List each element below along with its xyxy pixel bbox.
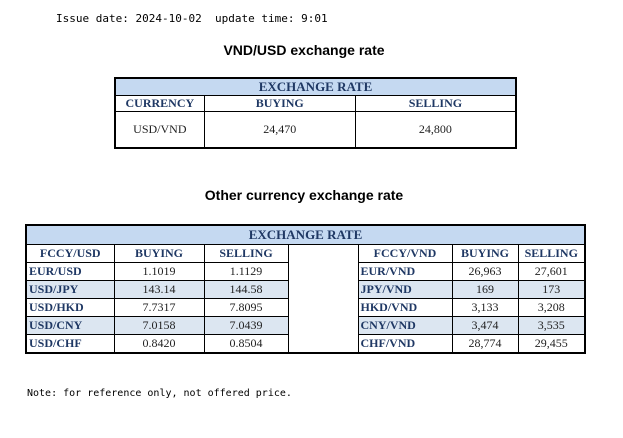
spacer <box>287 334 359 353</box>
cell-left-selling: 144.58 <box>203 280 289 299</box>
cell-left-selling: 7.8095 <box>203 298 289 317</box>
issue-date: Issue date: 2024-10-02 <box>56 12 202 25</box>
header-fccy-vnd: FCCY/VND <box>357 244 453 263</box>
cell-right-pair: CHF/VND <box>357 334 453 354</box>
header-buying-right: BUYING <box>451 244 519 263</box>
table-row: USD/VND 24,470 24,800 <box>114 111 517 149</box>
spacer <box>287 316 359 335</box>
cell-left-pair: USD/JPY <box>25 280 115 299</box>
cell-left-selling: 7.0439 <box>203 316 289 335</box>
header-buying-left: BUYING <box>113 244 205 263</box>
cell-left-buying: 7.7317 <box>113 298 205 317</box>
table-row: USD/CHF 0.8420 0.8504 CHF/VND 28,774 29,455 <box>25 334 586 354</box>
cell-right-buying: 26,963 <box>451 262 519 281</box>
cell-right-pair: CNY/VND <box>357 316 453 335</box>
table-row: USD/JPY 143.14 144.58 JPY/VND 169 173 <box>25 280 586 299</box>
cell-currency: USD/VND <box>114 111 205 149</box>
cell-right-pair: JPY/VND <box>357 280 453 299</box>
header-currency: CURRENCY <box>114 95 205 112</box>
vnd-usd-table: EXCHANGE RATE CURRENCY BUYING SELLING US… <box>114 77 517 149</box>
cell-right-selling: 27,601 <box>517 262 586 281</box>
cell-left-buying: 1.1019 <box>113 262 205 281</box>
cell-left-pair: USD/CHF <box>25 334 115 354</box>
header-selling: SELLING <box>354 95 517 112</box>
cell-left-pair: EUR/USD <box>25 262 115 281</box>
table-row: USD/CNY 7.0158 7.0439 CNY/VND 3,474 3,535 <box>25 316 586 335</box>
other-currency-table: EXCHANGE RATE FCCY/USD BUYING SELLING FC… <box>25 224 586 354</box>
header-selling-right: SELLING <box>517 244 586 263</box>
section1-title: VND/USD exchange rate <box>223 42 385 58</box>
spacer <box>287 262 359 281</box>
cell-right-selling: 3,208 <box>517 298 586 317</box>
cell-left-pair: USD/CNY <box>25 316 115 335</box>
table-row: EUR/USD 1.1019 1.1129 EUR/VND 26,963 27,601 <box>25 262 586 281</box>
cell-right-buying: 28,774 <box>451 334 519 354</box>
header-selling-left: SELLING <box>203 244 289 263</box>
cell-buying: 24,470 <box>203 111 356 149</box>
table1-band: EXCHANGE RATE <box>114 77 517 96</box>
cell-right-buying: 169 <box>451 280 519 299</box>
cell-right-pair: EUR/VND <box>357 262 453 281</box>
table2-band: EXCHANGE RATE <box>25 224 586 245</box>
update-time: update time: 9:01 <box>215 12 328 25</box>
cell-right-pair: HKD/VND <box>357 298 453 317</box>
cell-right-selling: 173 <box>517 280 586 299</box>
spacer <box>287 280 359 299</box>
header-fccy-usd: FCCY/USD <box>25 244 115 263</box>
reference-note: Note: for reference only, not offered pr… <box>27 388 292 399</box>
table-row: USD/HKD 7.7317 7.8095 HKD/VND 3,133 3,208 <box>25 298 586 317</box>
header-buying: BUYING <box>203 95 356 112</box>
cell-right-selling: 3,535 <box>517 316 586 335</box>
cell-right-buying: 3,474 <box>451 316 519 335</box>
cell-selling: 24,800 <box>354 111 517 149</box>
cell-left-buying: 143.14 <box>113 280 205 299</box>
spacer <box>287 244 359 263</box>
section2-title: Other currency exchange rate <box>204 187 404 203</box>
cell-left-selling: 0.8504 <box>203 334 289 354</box>
cell-left-buying: 7.0158 <box>113 316 205 335</box>
cell-right-selling: 29,455 <box>517 334 586 354</box>
cell-left-buying: 0.8420 <box>113 334 205 354</box>
spacer <box>287 298 359 317</box>
cell-left-pair: USD/HKD <box>25 298 115 317</box>
cell-right-buying: 3,133 <box>451 298 519 317</box>
cell-left-selling: 1.1129 <box>203 262 289 281</box>
